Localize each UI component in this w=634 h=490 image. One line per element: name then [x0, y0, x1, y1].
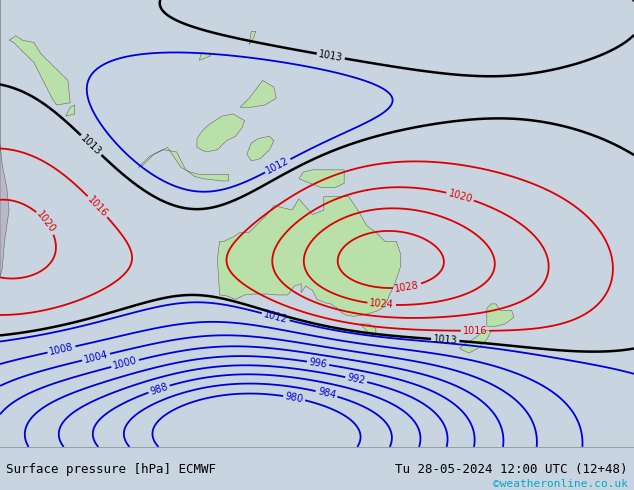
- Text: 1013: 1013: [79, 133, 103, 157]
- Polygon shape: [138, 147, 229, 181]
- Polygon shape: [240, 80, 276, 107]
- Text: 1013: 1013: [432, 334, 458, 346]
- Polygon shape: [487, 304, 514, 326]
- Text: Tu 28-05-2024 12:00 UTC (12+48): Tu 28-05-2024 12:00 UTC (12+48): [395, 463, 628, 476]
- Text: 996: 996: [308, 357, 328, 369]
- Text: 992: 992: [346, 372, 366, 387]
- Polygon shape: [199, 53, 210, 60]
- Text: 1013: 1013: [318, 49, 344, 63]
- Text: 1016: 1016: [86, 194, 110, 219]
- Text: 1012: 1012: [264, 156, 291, 176]
- Text: 1020: 1020: [35, 210, 58, 235]
- Text: Surface pressure [hPa] ECMWF: Surface pressure [hPa] ECMWF: [6, 463, 216, 476]
- Text: 1004: 1004: [83, 349, 109, 365]
- Polygon shape: [460, 331, 491, 353]
- Text: 1016: 1016: [463, 326, 487, 336]
- Text: 980: 980: [284, 391, 304, 405]
- Text: ©weatheronline.co.uk: ©weatheronline.co.uk: [493, 479, 628, 489]
- Text: 988: 988: [149, 381, 169, 396]
- Text: 1000: 1000: [112, 356, 138, 371]
- Polygon shape: [360, 324, 376, 335]
- Polygon shape: [66, 105, 75, 116]
- Text: 1012: 1012: [262, 309, 289, 325]
- Polygon shape: [247, 136, 274, 161]
- Polygon shape: [197, 114, 245, 152]
- Polygon shape: [217, 196, 401, 317]
- Polygon shape: [9, 36, 70, 105]
- Text: 1028: 1028: [394, 280, 420, 294]
- Text: 1008: 1008: [48, 342, 75, 357]
- Text: 1020: 1020: [447, 188, 474, 204]
- Polygon shape: [299, 170, 344, 188]
- Polygon shape: [0, 0, 9, 277]
- Polygon shape: [249, 31, 256, 45]
- Text: 984: 984: [316, 387, 337, 401]
- Text: 1024: 1024: [369, 298, 394, 310]
